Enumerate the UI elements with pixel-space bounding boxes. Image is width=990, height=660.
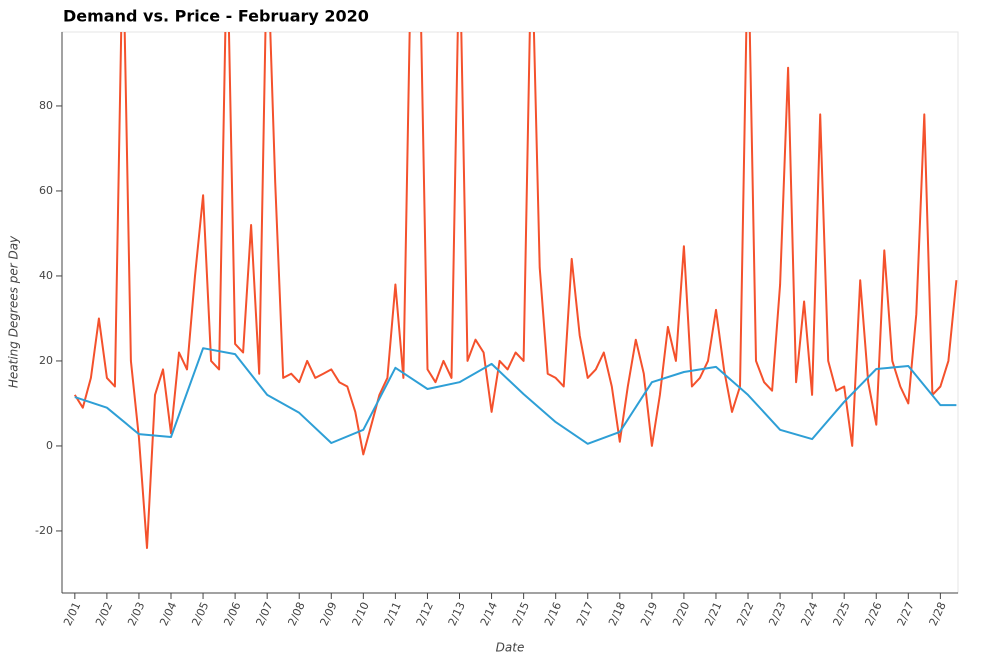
x-tick-label: 2/11: [382, 600, 404, 628]
x-tick-label: 2/18: [606, 600, 628, 628]
x-tick-label: 2/15: [510, 600, 532, 628]
x-tick-label: 2/04: [157, 600, 179, 628]
x-tick-label: 2/06: [221, 600, 243, 628]
x-tick-label: 2/03: [125, 600, 147, 628]
x-axis-label: Date: [496, 641, 525, 655]
x-tick-label: 2/08: [285, 600, 307, 628]
x-tick-label: 2/28: [927, 600, 949, 628]
y-tick-label: 80: [39, 99, 53, 112]
chart-title: Demand vs. Price - February 2020: [63, 7, 369, 26]
x-tick-label: 2/12: [414, 600, 436, 628]
series-line: [73, 32, 958, 549]
x-tick-label: 2/02: [93, 600, 115, 628]
x-tick-label: 2/05: [189, 600, 211, 628]
x-tick-label: 2/22: [734, 600, 756, 628]
y-axis-label: Heating Degrees per Day: [7, 235, 21, 388]
x-tick-label: 2/19: [638, 600, 660, 628]
series-line: [74, 347, 957, 445]
y-tick-label: 40: [39, 269, 53, 282]
x-tick-label: 2/24: [798, 600, 820, 628]
x-tick-label: 2/26: [862, 600, 884, 628]
x-tick-label: 2/21: [702, 600, 724, 628]
x-tick-label: 2/25: [830, 600, 852, 628]
x-tick-label: 2/17: [574, 600, 596, 628]
x-tick-label: 2/14: [478, 600, 500, 628]
x-tick-label: 2/01: [61, 600, 83, 628]
y-tick-label: -20: [35, 524, 53, 537]
x-tick-label: 2/16: [542, 600, 564, 628]
y-tick-label: 0: [46, 439, 53, 452]
y-tick-label: 60: [39, 184, 53, 197]
x-tick-label: 2/10: [350, 600, 372, 628]
x-tick-label: 2/13: [446, 600, 468, 628]
x-tick-label: 2/09: [317, 600, 339, 628]
x-tick-label: 2/20: [670, 600, 692, 628]
y-tick-label: 20: [39, 354, 53, 367]
x-tick-label: 2/23: [766, 600, 788, 628]
x-tick-label: 2/07: [253, 600, 275, 628]
plot-frame: [61, 31, 959, 594]
lines: [73, 32, 958, 549]
x-tick-label: 2/27: [895, 600, 917, 628]
